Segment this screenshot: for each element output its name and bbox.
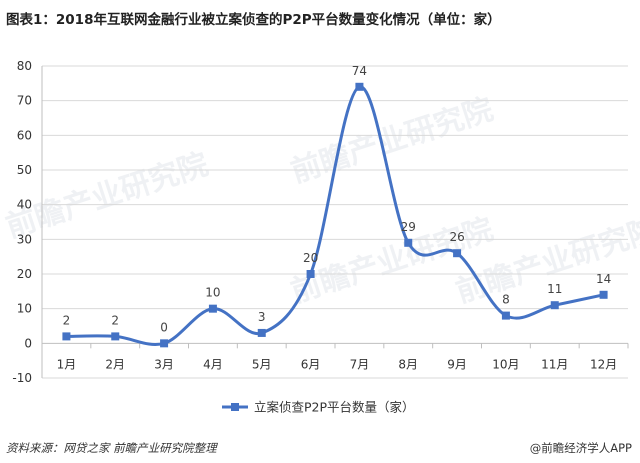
data-label: 20 <box>303 251 318 265</box>
chart-title: 图表1：2018年互联网金融行业被立案侦查的P2P平台数量变化情况（单位：家） <box>6 12 501 28</box>
x-tick-label: 12月 <box>590 357 617 371</box>
data-label: 2 <box>63 313 71 327</box>
data-point <box>501 311 510 320</box>
x-tick-label: 9月 <box>447 357 467 371</box>
x-tick-label: 3月 <box>154 357 174 371</box>
data-label: 2 <box>111 313 119 327</box>
data-point <box>404 238 413 247</box>
x-tick-label: 11月 <box>541 357 568 371</box>
x-tick-label: 2月 <box>105 357 125 371</box>
source-note: 资料来源：网贷之家 前瞻产业研究院整理 <box>6 441 217 455</box>
legend: 立案侦查P2P平台数量（家） <box>222 400 415 415</box>
data-point <box>257 328 266 337</box>
gridlines <box>41 65 628 379</box>
data-label: 0 <box>160 320 168 334</box>
y-axis-ticks: -10 0 10 20 30 40 50 60 70 80 <box>12 59 32 385</box>
x-axis-ticks: 1月 2月 3月 4月 5月 6月 7月 8月 9月 10月 11月 12月 <box>41 343 629 371</box>
watermark-text: 前瞻产业研究院 <box>2 147 213 245</box>
legend-swatch-marker <box>231 403 239 411</box>
data-point <box>160 339 169 348</box>
y-tick-label: 30 <box>17 232 32 246</box>
x-tick-label: 10月 <box>492 357 519 371</box>
y-tick-label: 80 <box>17 59 32 73</box>
y-tick-label: 20 <box>17 267 32 281</box>
y-tick-label: 70 <box>17 94 32 108</box>
x-tick-label: 4月 <box>203 357 223 371</box>
data-label: 29 <box>401 220 416 234</box>
series-line <box>66 85 604 346</box>
data-point <box>111 332 120 341</box>
data-point <box>355 82 364 91</box>
x-tick-label: 5月 <box>252 357 272 371</box>
data-label: 8 <box>502 293 510 307</box>
y-tick-label: 10 <box>17 302 32 316</box>
data-point <box>208 304 217 313</box>
y-tick-label: 60 <box>17 128 32 142</box>
watermark-text: 前瞻产业研究院 <box>287 92 498 190</box>
data-label: 10 <box>205 286 220 300</box>
data-point <box>550 301 559 310</box>
y-tick-label: 50 <box>17 163 32 177</box>
data-label: 26 <box>449 230 464 244</box>
x-tick-label: 8月 <box>398 357 418 371</box>
x-tick-label: 1月 <box>57 357 77 371</box>
publisher-logo: @前瞻经济学人APP <box>529 441 632 455</box>
data-label: 11 <box>547 282 562 296</box>
y-tick-label: 40 <box>17 198 32 212</box>
y-tick-label: -10 <box>12 371 32 385</box>
data-point <box>306 270 315 278</box>
x-tick-label: 7月 <box>350 357 370 371</box>
legend-label: 立案侦查P2P平台数量（家） <box>254 400 415 415</box>
data-label: 14 <box>596 272 611 286</box>
data-point <box>62 332 71 341</box>
x-tick-label: 6月 <box>301 357 321 371</box>
data-point <box>599 290 608 299</box>
data-label: 3 <box>258 310 266 324</box>
data-point <box>453 249 462 258</box>
y-tick-label: 0 <box>24 336 32 350</box>
data-label: 74 <box>352 64 367 78</box>
